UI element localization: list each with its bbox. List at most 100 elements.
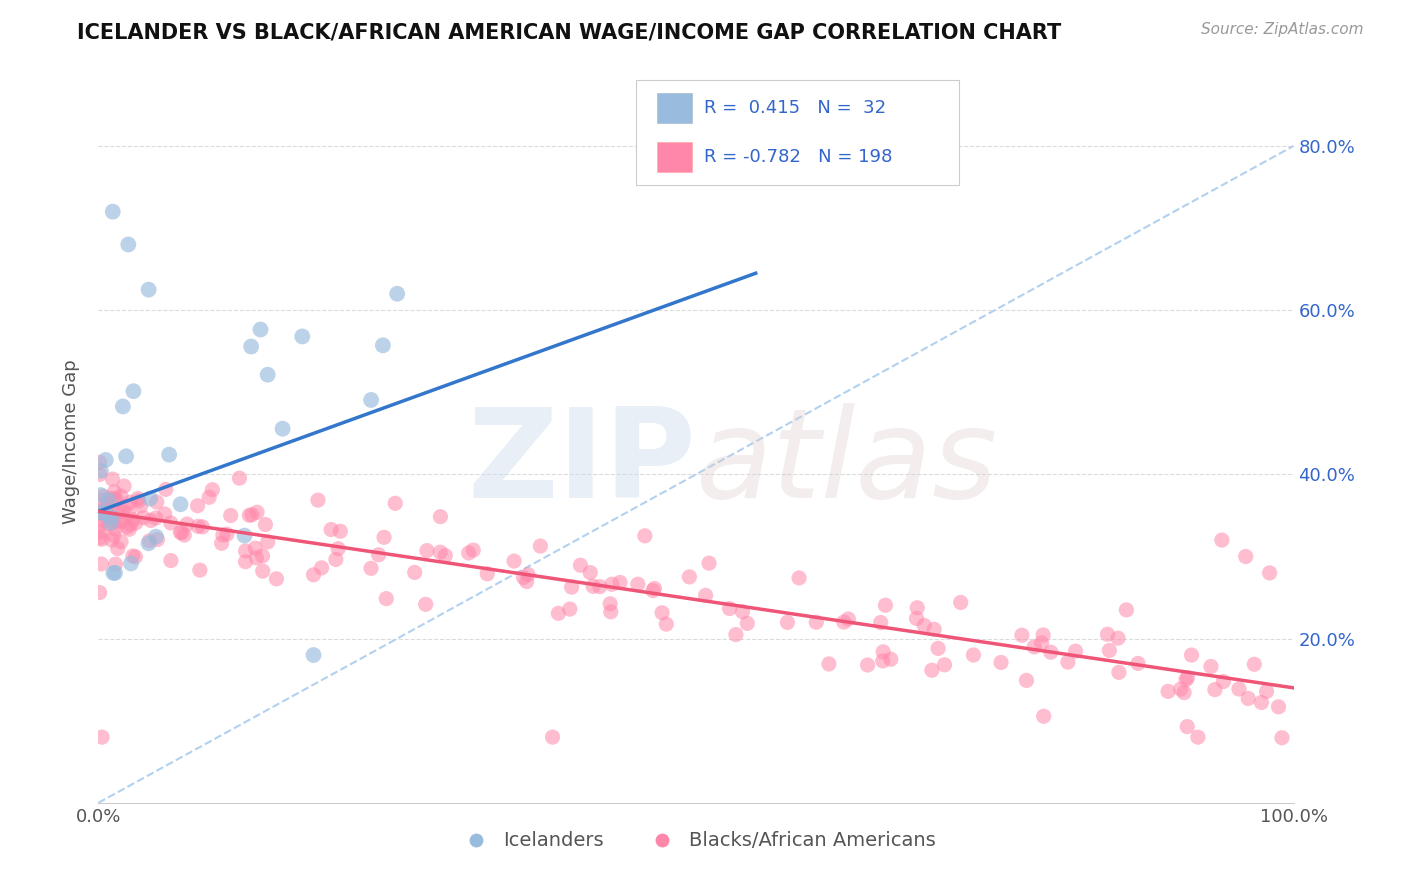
Point bbox=[922, 623, 945, 637]
Point bbox=[643, 582, 665, 596]
Point bbox=[188, 563, 211, 577]
Point bbox=[191, 520, 214, 534]
Point bbox=[245, 550, 267, 565]
Point bbox=[90, 517, 112, 532]
Point bbox=[1199, 659, 1222, 673]
Point bbox=[627, 577, 650, 591]
Point bbox=[228, 471, 250, 485]
Point bbox=[373, 530, 395, 544]
Point bbox=[96, 503, 118, 517]
Point bbox=[872, 645, 894, 659]
Point bbox=[219, 508, 242, 523]
Point bbox=[93, 501, 115, 516]
Point bbox=[869, 615, 891, 630]
Point bbox=[159, 516, 181, 530]
Point bbox=[153, 507, 176, 521]
Point bbox=[678, 570, 700, 584]
Point bbox=[589, 580, 612, 594]
Point bbox=[1271, 731, 1294, 745]
Point bbox=[122, 384, 145, 399]
Point bbox=[129, 499, 152, 513]
Point bbox=[266, 572, 288, 586]
Point bbox=[100, 510, 122, 524]
Point bbox=[600, 577, 623, 591]
Point bbox=[118, 495, 141, 509]
Point bbox=[198, 490, 221, 504]
Point bbox=[641, 583, 664, 598]
Point bbox=[103, 484, 125, 499]
Point bbox=[1175, 720, 1198, 734]
Point bbox=[1237, 691, 1260, 706]
Point bbox=[91, 504, 114, 518]
Point bbox=[328, 541, 350, 556]
Point bbox=[112, 479, 135, 493]
Point bbox=[561, 580, 583, 594]
Point bbox=[107, 541, 129, 556]
Point bbox=[176, 516, 198, 531]
Point bbox=[107, 504, 129, 518]
Point bbox=[1243, 657, 1265, 672]
Point bbox=[256, 368, 278, 382]
Point bbox=[139, 513, 162, 527]
Point bbox=[503, 554, 526, 568]
Point bbox=[1256, 684, 1278, 698]
Point bbox=[384, 496, 406, 510]
Point bbox=[97, 517, 120, 532]
Point bbox=[89, 467, 111, 482]
Point bbox=[145, 511, 167, 525]
Point bbox=[90, 557, 112, 571]
Point bbox=[818, 657, 841, 671]
FancyBboxPatch shape bbox=[637, 80, 959, 185]
Point bbox=[212, 528, 235, 542]
Point bbox=[111, 504, 134, 518]
Point bbox=[107, 515, 129, 529]
Point bbox=[122, 512, 145, 526]
Point bbox=[609, 575, 631, 590]
Point bbox=[1157, 684, 1180, 698]
Point bbox=[90, 488, 112, 502]
Point bbox=[114, 500, 136, 514]
Point bbox=[89, 585, 111, 599]
Point bbox=[1115, 603, 1137, 617]
Point bbox=[215, 527, 238, 541]
Point bbox=[120, 517, 142, 532]
Point bbox=[93, 507, 115, 521]
Point bbox=[139, 491, 162, 506]
Point bbox=[429, 509, 451, 524]
Point bbox=[1097, 627, 1119, 641]
Point bbox=[558, 602, 581, 616]
Point bbox=[105, 492, 128, 507]
Text: atlas: atlas bbox=[696, 402, 998, 524]
Point bbox=[599, 605, 621, 619]
Point bbox=[311, 561, 333, 575]
Point bbox=[1267, 699, 1289, 714]
Point bbox=[1108, 665, 1130, 680]
Point bbox=[169, 525, 191, 540]
Point bbox=[89, 531, 111, 545]
Point bbox=[145, 495, 167, 509]
Point bbox=[718, 601, 741, 615]
Point bbox=[256, 534, 278, 549]
Point bbox=[1031, 636, 1053, 650]
Point bbox=[1039, 645, 1062, 659]
Point bbox=[122, 549, 145, 563]
Point bbox=[235, 544, 257, 558]
Point bbox=[1107, 631, 1129, 645]
Point bbox=[1250, 696, 1272, 710]
Point bbox=[921, 663, 943, 677]
Point bbox=[254, 517, 277, 532]
Point bbox=[837, 612, 859, 626]
Point bbox=[170, 525, 193, 540]
Point bbox=[97, 493, 120, 508]
Point bbox=[90, 464, 112, 478]
Point bbox=[329, 524, 352, 539]
Point bbox=[1258, 566, 1281, 580]
Point bbox=[1180, 648, 1202, 662]
Point bbox=[115, 450, 138, 464]
Point bbox=[367, 548, 389, 562]
Point bbox=[547, 607, 569, 621]
Point bbox=[385, 286, 409, 301]
Point bbox=[138, 533, 160, 548]
Point bbox=[651, 606, 673, 620]
Point bbox=[477, 566, 499, 581]
